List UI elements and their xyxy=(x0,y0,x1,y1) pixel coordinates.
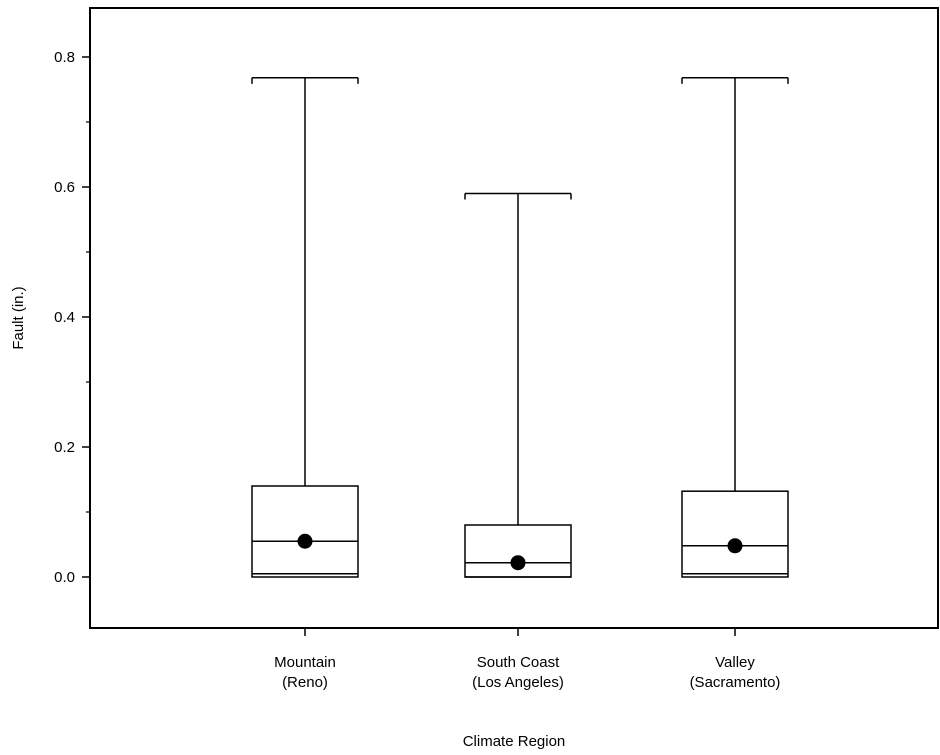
mean-point xyxy=(297,533,313,549)
x-tick-label-line2: (Sacramento) xyxy=(690,674,781,691)
box-2 xyxy=(464,192,572,578)
y-tick-label: 0.2 xyxy=(54,439,75,456)
interquartile-box xyxy=(251,485,359,578)
interquartile-box xyxy=(681,490,789,578)
x-tick-label-line2: (Los Angeles) xyxy=(472,674,564,691)
x-tick-label-line2: (Reno) xyxy=(282,674,328,691)
y-tick-label: 0.4 xyxy=(54,309,75,326)
box-1 xyxy=(251,77,359,578)
mean-point xyxy=(510,555,526,571)
x-tick-label-line1: Valley xyxy=(715,654,755,671)
box-series xyxy=(251,77,789,578)
y-tick-label: 0.0 xyxy=(54,569,75,586)
y-axis-title: Fault (in.) xyxy=(10,286,27,349)
x-axis-title: Climate Region xyxy=(463,733,566,750)
y-tick-label: 0.6 xyxy=(54,179,75,196)
y-axis: 0.0 0.2 0.4 0.6 0.8 xyxy=(54,49,90,586)
x-axis: Mountain (Reno) South Coast (Los Angeles) Va… xyxy=(274,628,780,691)
mean-point xyxy=(727,538,743,554)
x-tick-label-line1: Mountain xyxy=(274,654,336,671)
plot-frame xyxy=(89,7,939,629)
y-tick-label: 0.8 xyxy=(54,49,75,66)
box-3 xyxy=(681,77,789,578)
x-tick-label-line1: South Coast xyxy=(477,654,560,671)
